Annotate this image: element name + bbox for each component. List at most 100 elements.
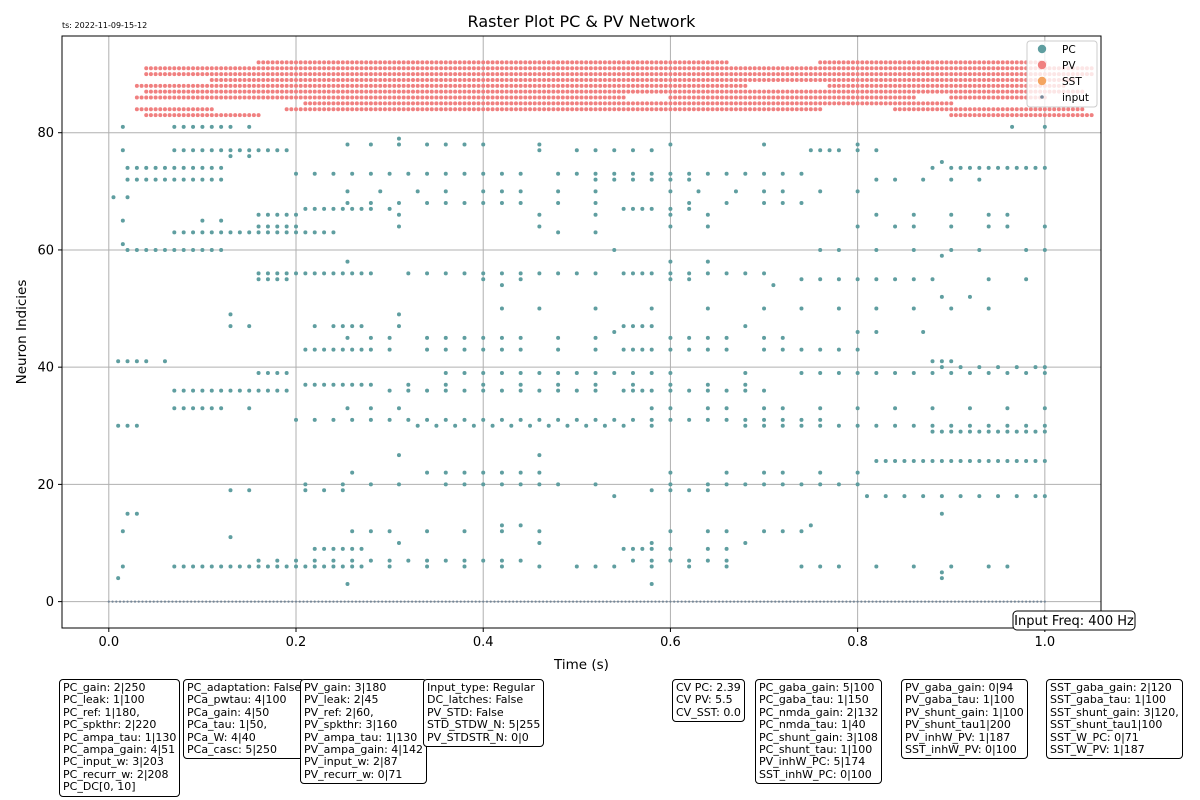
pv-spike bbox=[953, 113, 958, 118]
pc-spike bbox=[593, 564, 598, 569]
pv-spike bbox=[434, 60, 439, 65]
pc-spike bbox=[237, 148, 242, 153]
pv-spike bbox=[902, 77, 907, 82]
pc-spike bbox=[247, 124, 252, 129]
pv-spike bbox=[378, 60, 383, 65]
pv-spike bbox=[317, 89, 322, 94]
pv-spike bbox=[733, 95, 738, 100]
pv-spike bbox=[673, 66, 678, 71]
pv-spike bbox=[804, 101, 809, 106]
pv-spike bbox=[729, 101, 734, 106]
pc-spike bbox=[836, 247, 841, 252]
pv-spike bbox=[485, 83, 490, 88]
pv-spike bbox=[888, 77, 893, 82]
pc-spike bbox=[331, 564, 336, 569]
pv-spike bbox=[841, 77, 846, 82]
pv-spike bbox=[939, 83, 944, 88]
pv-spike bbox=[710, 77, 715, 82]
pc-spike bbox=[930, 359, 935, 364]
pv-spike bbox=[939, 66, 944, 71]
pv-spike bbox=[223, 77, 228, 82]
pv-spike bbox=[790, 66, 795, 71]
pv-spike bbox=[294, 107, 299, 112]
pv-spike bbox=[921, 60, 926, 65]
pv-spike bbox=[261, 89, 266, 94]
pc-spike bbox=[649, 558, 654, 563]
pv-spike bbox=[453, 72, 458, 77]
pv-spike bbox=[462, 107, 467, 112]
input-spike bbox=[223, 600, 226, 603]
pv-spike bbox=[621, 66, 626, 71]
pc-spike bbox=[724, 558, 729, 563]
pv-spike bbox=[630, 89, 635, 94]
pv-spike bbox=[457, 60, 462, 65]
pv-spike bbox=[495, 72, 500, 77]
pv-spike bbox=[869, 83, 874, 88]
pv-spike bbox=[944, 101, 949, 106]
pv-spike bbox=[696, 83, 701, 88]
pv-spike bbox=[677, 101, 682, 106]
pv-spike bbox=[733, 83, 738, 88]
pv-spike bbox=[982, 95, 986, 100]
pc-spike bbox=[836, 148, 841, 153]
pv-spike bbox=[162, 89, 167, 94]
pv-spike bbox=[1005, 83, 1010, 88]
input-spike bbox=[527, 600, 530, 603]
pv-spike bbox=[612, 101, 617, 106]
pv-spike bbox=[916, 83, 921, 88]
pv-spike bbox=[574, 95, 579, 100]
chart-title: Raster Plot PC & PV Network bbox=[468, 12, 697, 31]
pv-spike bbox=[462, 60, 467, 65]
pc-spike bbox=[1042, 124, 1047, 129]
pv-spike bbox=[846, 72, 851, 77]
pc-spike bbox=[556, 201, 561, 206]
pv-spike bbox=[532, 77, 537, 82]
pc-spike bbox=[911, 212, 916, 217]
pv-spike bbox=[471, 101, 476, 106]
pv-spike bbox=[401, 107, 406, 112]
pv-spike bbox=[930, 66, 935, 71]
pc-spike bbox=[425, 347, 430, 352]
pc-spike bbox=[322, 271, 327, 276]
pv-spike bbox=[368, 95, 373, 100]
input-spike bbox=[762, 600, 766, 603]
input-spike bbox=[242, 600, 245, 603]
pc-spike bbox=[1005, 406, 1010, 411]
pv-spike bbox=[560, 60, 565, 65]
pc-spike bbox=[443, 201, 448, 206]
pv-spike bbox=[967, 83, 972, 88]
pv-spike bbox=[340, 95, 345, 100]
pv-spike bbox=[411, 83, 416, 88]
pv-spike bbox=[181, 107, 186, 112]
pv-spike bbox=[612, 72, 617, 77]
pc-spike bbox=[1014, 429, 1019, 434]
param-line: PC_ref: 1|180, bbox=[63, 705, 140, 719]
pc-spike bbox=[930, 371, 935, 376]
pv-spike bbox=[687, 66, 692, 71]
pv-spike bbox=[724, 95, 729, 100]
pv-spike bbox=[1028, 113, 1033, 118]
pv-spike bbox=[504, 83, 509, 88]
pv-spike bbox=[1000, 89, 1005, 94]
pv-spike bbox=[649, 60, 654, 65]
pv-spike bbox=[509, 60, 514, 65]
pc-spike bbox=[724, 201, 729, 206]
pc-spike bbox=[556, 230, 561, 235]
pv-spike bbox=[219, 89, 224, 94]
param-line: SST_inhW_PC: 0|100 bbox=[759, 767, 872, 781]
pv-spike bbox=[1042, 107, 1047, 112]
pv-spike bbox=[682, 66, 687, 71]
legend-label-sst: SST bbox=[1062, 76, 1082, 88]
pv-spike bbox=[513, 66, 518, 71]
pc-spike bbox=[275, 224, 280, 229]
param-line: CV PC: 2.39 bbox=[676, 681, 741, 694]
pc-spike bbox=[237, 388, 242, 393]
pv-spike bbox=[476, 66, 481, 71]
pv-spike bbox=[279, 95, 284, 100]
pv-spike bbox=[977, 89, 982, 94]
pv-spike bbox=[167, 72, 172, 77]
pv-spike bbox=[630, 66, 635, 71]
input-spike bbox=[579, 600, 582, 603]
input-spike bbox=[369, 600, 372, 603]
pc-spike bbox=[705, 529, 710, 534]
